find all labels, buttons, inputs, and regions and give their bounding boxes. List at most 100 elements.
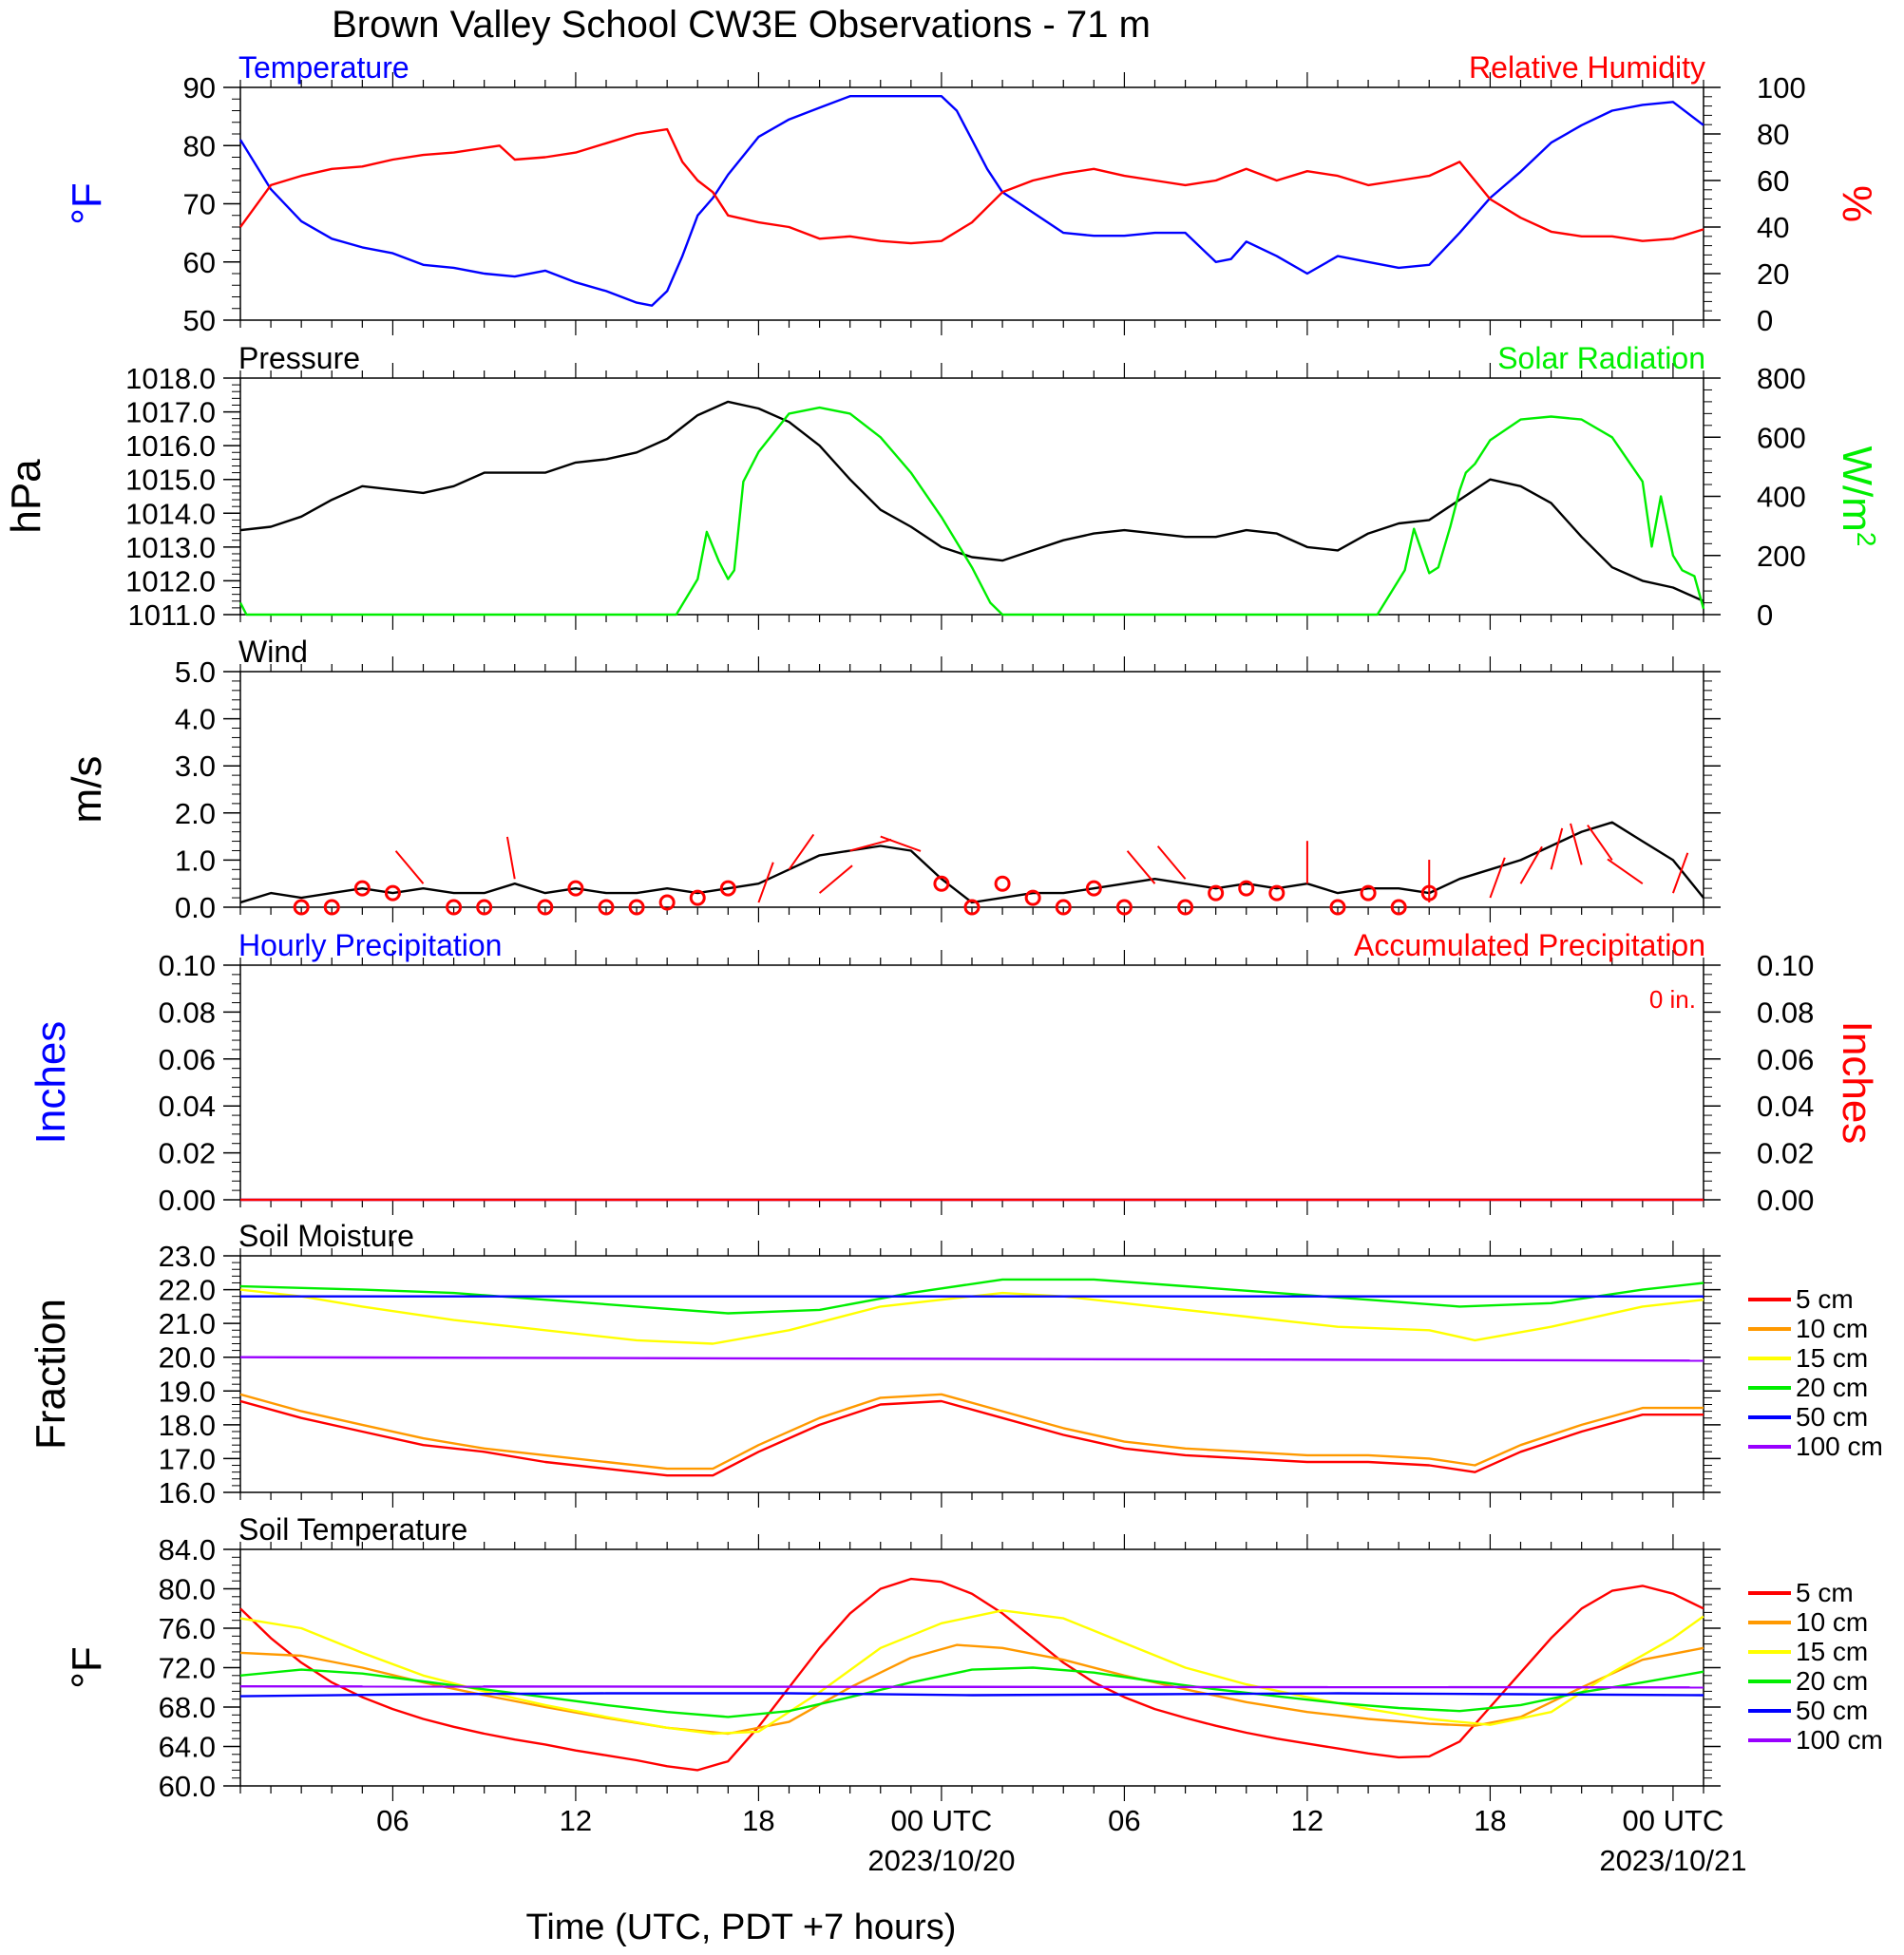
- y-tick-label-left: 1.0: [175, 844, 216, 877]
- y-tick-label-left: 80.0: [159, 1573, 216, 1606]
- y-tick-label-left: 19.0: [159, 1375, 216, 1408]
- wind-calm-marker: [537, 899, 554, 916]
- wind-calm-marker: [1390, 899, 1407, 916]
- y-tick-label-left: 70: [183, 188, 216, 221]
- y-tick-label-right: 0: [1757, 304, 1773, 337]
- x-tick-label: 00 UTC: [1623, 1804, 1724, 1837]
- y-axis-label-right-superscript: 2: [1853, 532, 1882, 547]
- wind-calm-marker: [384, 884, 401, 902]
- y-tick-label-left: 20.0: [159, 1341, 216, 1375]
- y-tick-label-left: 0.00: [159, 1184, 216, 1217]
- y-axis-label-right: %: [1834, 185, 1880, 222]
- y-tick-label-right: 100: [1757, 71, 1806, 104]
- wind-calm-marker: [598, 899, 615, 916]
- y-tick-label-right: 0: [1757, 598, 1773, 632]
- wind-calm-marker: [1115, 899, 1133, 916]
- panel-title-left: Pressure: [238, 341, 360, 375]
- chart-title: Brown Valley School CW3E Observations - …: [332, 4, 1151, 46]
- wind-calm-marker: [1360, 884, 1377, 902]
- wind-barb: [505, 836, 516, 880]
- y-axis-label-right: W/m2: [1834, 446, 1882, 547]
- y-tick-label-left: 2.0: [175, 797, 216, 830]
- wind-calm-marker: [1238, 880, 1255, 897]
- y-tick-label-left: 0.10: [159, 949, 216, 982]
- y-tick-label-left: 0.04: [159, 1090, 216, 1123]
- wind-calm-marker: [689, 889, 706, 906]
- series-line-pressure: [239, 400, 1704, 602]
- wind-barb: [1607, 858, 1644, 885]
- y-tick-label-left: 5.0: [175, 655, 216, 689]
- legend-label: 5 cm: [1796, 1578, 1854, 1607]
- y-tick-label-left: 1011.0: [127, 598, 216, 632]
- panel-title-left: Soil Temperature: [238, 1512, 467, 1547]
- wind-barb: [1671, 852, 1689, 894]
- wind-calm-marker: [1177, 899, 1194, 916]
- wind-calm-marker: [353, 880, 371, 897]
- series-line-5-cm: [239, 1399, 1704, 1477]
- y-tick-label-left: 17.0: [159, 1442, 216, 1475]
- wind-calm-marker: [994, 875, 1011, 892]
- y-tick-label-right: 0.04: [1757, 1090, 1814, 1123]
- legend-label: 15 cm: [1796, 1637, 1868, 1666]
- panel-pressure_solar: [223, 363, 1721, 630]
- wind-calm-marker: [1085, 880, 1102, 897]
- wind-barb: [880, 835, 922, 852]
- legend-label: 50 cm: [1796, 1402, 1868, 1432]
- y-tick-label-left: 1014.0: [125, 497, 216, 530]
- y-tick-label-left: 72.0: [159, 1652, 216, 1685]
- y-tick-label-left: 1013.0: [125, 531, 216, 564]
- x-date-label: 2023/10/20: [867, 1844, 1015, 1877]
- y-tick-label-right: 600: [1757, 421, 1806, 454]
- plot-frame: [239, 1255, 1704, 1493]
- y-tick-label-right: 0.06: [1757, 1043, 1814, 1076]
- y-tick-label-left: 16.0: [159, 1476, 216, 1509]
- x-tick-label: 18: [742, 1804, 774, 1837]
- wind-calm-marker: [719, 880, 736, 897]
- wind-barb: [1156, 845, 1187, 880]
- wind-calm-marker: [323, 899, 340, 916]
- x-tick-label: 12: [560, 1804, 592, 1837]
- y-tick-label-left: 0.06: [159, 1043, 216, 1076]
- wind-calm-marker: [628, 899, 645, 916]
- y-tick-label-left: 21.0: [159, 1307, 216, 1340]
- legend-label: 5 cm: [1796, 1284, 1854, 1314]
- y-tick-label-left: 18.0: [159, 1409, 216, 1442]
- y-tick-label-right: 400: [1757, 481, 1806, 514]
- x-axis-label: Time (UTC, PDT +7 hours): [525, 1908, 957, 1947]
- legend-label: 20 cm: [1796, 1666, 1868, 1696]
- wind-calm-marker: [293, 899, 310, 916]
- x-tick-label: 06: [376, 1804, 409, 1837]
- y-tick-label-left: 1016.0: [125, 429, 216, 463]
- wind-calm-marker: [1055, 899, 1072, 916]
- y-tick-label-right: 60: [1757, 164, 1789, 198]
- y-tick-label-left: 64.0: [159, 1731, 216, 1764]
- y-tick-label-left: 1015.0: [125, 464, 216, 497]
- wind-calm-marker: [567, 880, 584, 897]
- wind-calm-marker: [1208, 884, 1225, 902]
- legend-label: 50 cm: [1796, 1696, 1868, 1725]
- panel-temp_rh: [223, 72, 1721, 335]
- series-line-relative-humidity: [239, 127, 1704, 245]
- wind-calm-marker: [1329, 899, 1346, 916]
- series-line-10-cm: [239, 1643, 1704, 1736]
- wind-calm-marker: [963, 899, 981, 916]
- panel-title-left: Temperature: [238, 50, 409, 85]
- y-tick-label-right: 80: [1757, 118, 1789, 151]
- panel-soil_moisture: [223, 1241, 1791, 1508]
- x-date-label: 2023/10/21: [1599, 1844, 1746, 1877]
- wind-barb: [1126, 850, 1156, 884]
- x-tick-label: 00 UTC: [891, 1804, 993, 1837]
- y-tick-label-right: 20: [1757, 257, 1789, 291]
- y-tick-label-right: 0.00: [1757, 1184, 1814, 1217]
- y-tick-label-left: 60.0: [159, 1770, 216, 1803]
- legend-label: 20 cm: [1796, 1373, 1868, 1402]
- y-tick-label-left: 23.0: [159, 1240, 216, 1273]
- x-tick-label: 06: [1108, 1804, 1140, 1837]
- y-tick-label-right: 40: [1757, 211, 1789, 244]
- plot-frame: [239, 964, 1704, 1201]
- series-line-temperature: [238, 94, 1704, 307]
- series-line-5-cm: [239, 1577, 1704, 1772]
- y-tick-label-right: 0.10: [1757, 949, 1814, 982]
- y-tick-label-left: 68.0: [159, 1691, 216, 1724]
